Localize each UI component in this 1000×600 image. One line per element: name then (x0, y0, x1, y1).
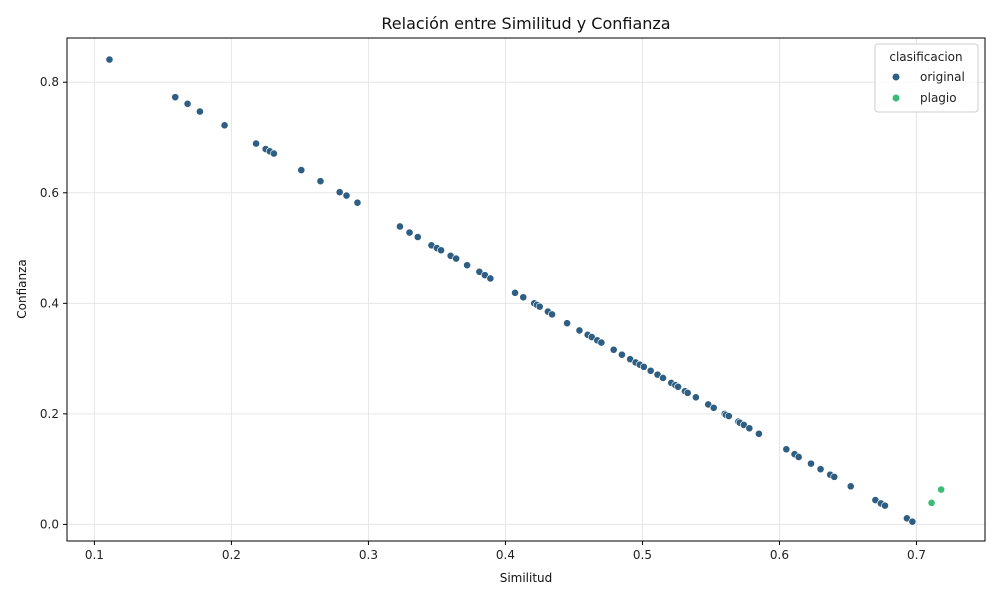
chart-title: Relación entre Similitud y Confianza (381, 14, 670, 33)
data-point-original (908, 517, 917, 526)
x-tick-label: 0.5 (633, 548, 652, 562)
x-tick-label: 0.2 (222, 548, 241, 562)
legend-label-plagio: plagio (920, 91, 957, 105)
data-point-original (405, 228, 414, 237)
x-tick-label: 0.3 (359, 548, 378, 562)
data-point-plagio (927, 498, 936, 507)
data-point-original (745, 424, 754, 433)
legend-title: clasificacion (889, 50, 962, 64)
y-tick-label: 0.6 (40, 186, 59, 200)
data-point-original (220, 121, 229, 130)
data-point-original (724, 412, 733, 420)
data-point-original (316, 177, 325, 186)
data-point-original (618, 350, 626, 359)
x-tick-label: 0.1 (85, 548, 104, 562)
data-point-original (413, 233, 422, 241)
x-axis-label: Similitud (500, 571, 553, 585)
y-tick-label: 0.8 (40, 75, 59, 89)
data-point-original (683, 388, 692, 397)
data-point-original (342, 191, 351, 200)
y-tick-label: 0.0 (40, 517, 59, 531)
legend-marker-plagio (892, 94, 900, 102)
data-point-original (563, 319, 572, 328)
legend-label-original: original (920, 70, 965, 84)
legend-marker-original (892, 73, 900, 81)
data-point-original (183, 99, 192, 108)
data-point-original (659, 374, 667, 382)
y-axis-label: Confianza (15, 259, 29, 319)
data-point-original (691, 393, 700, 402)
data-point-original (353, 198, 362, 207)
legend: clasificacion original plagio (874, 43, 979, 113)
data-point-original (535, 302, 544, 311)
y-tick-label: 0.4 (40, 296, 59, 310)
x-tick-label: 0.6 (770, 548, 789, 562)
data-point-original (105, 55, 114, 64)
data-point-original (881, 501, 889, 510)
data-point-original (639, 362, 648, 371)
data-point-original (816, 465, 825, 474)
data-point-original (755, 429, 763, 438)
data-point-original (396, 222, 404, 231)
data-point-original (830, 472, 839, 481)
data-point-original (597, 338, 606, 347)
y-tick-label: 0.2 (40, 407, 59, 421)
legend-box (874, 43, 979, 113)
data-point-plagio (937, 485, 946, 494)
data-point-original (486, 274, 495, 283)
data-point-original (548, 310, 556, 319)
data-point-original (575, 326, 584, 335)
data-point-original (782, 445, 791, 454)
data-point-original (196, 107, 204, 116)
x-tick-label: 0.7 (907, 548, 926, 562)
data-point-original (452, 254, 461, 263)
data-point-original (463, 261, 471, 270)
x-tick-label: 0.4 (496, 548, 515, 562)
grid (67, 38, 985, 541)
data-point-original (609, 345, 618, 354)
data-point-original (846, 482, 855, 491)
y-axis: 0.0 0.2 0.4 0.6 0.8 (40, 75, 67, 531)
data-point-original (252, 139, 260, 148)
data-point-original (519, 293, 528, 302)
data-point-original (709, 403, 718, 412)
data-point-original (674, 382, 682, 391)
plot-area (66, 37, 986, 542)
data-point-original (437, 246, 445, 255)
data-point-original (335, 188, 344, 197)
data-point-original (511, 288, 519, 297)
data-point-original (297, 166, 306, 175)
data-point-original (646, 366, 655, 375)
data-point-original (807, 459, 815, 468)
data-points (105, 55, 946, 526)
data-point-original (171, 93, 180, 102)
x-axis: 0.1 0.2 0.3 0.4 0.5 0.6 0.7 (85, 541, 926, 562)
data-point-original (269, 149, 278, 158)
data-point-original (794, 453, 803, 461)
